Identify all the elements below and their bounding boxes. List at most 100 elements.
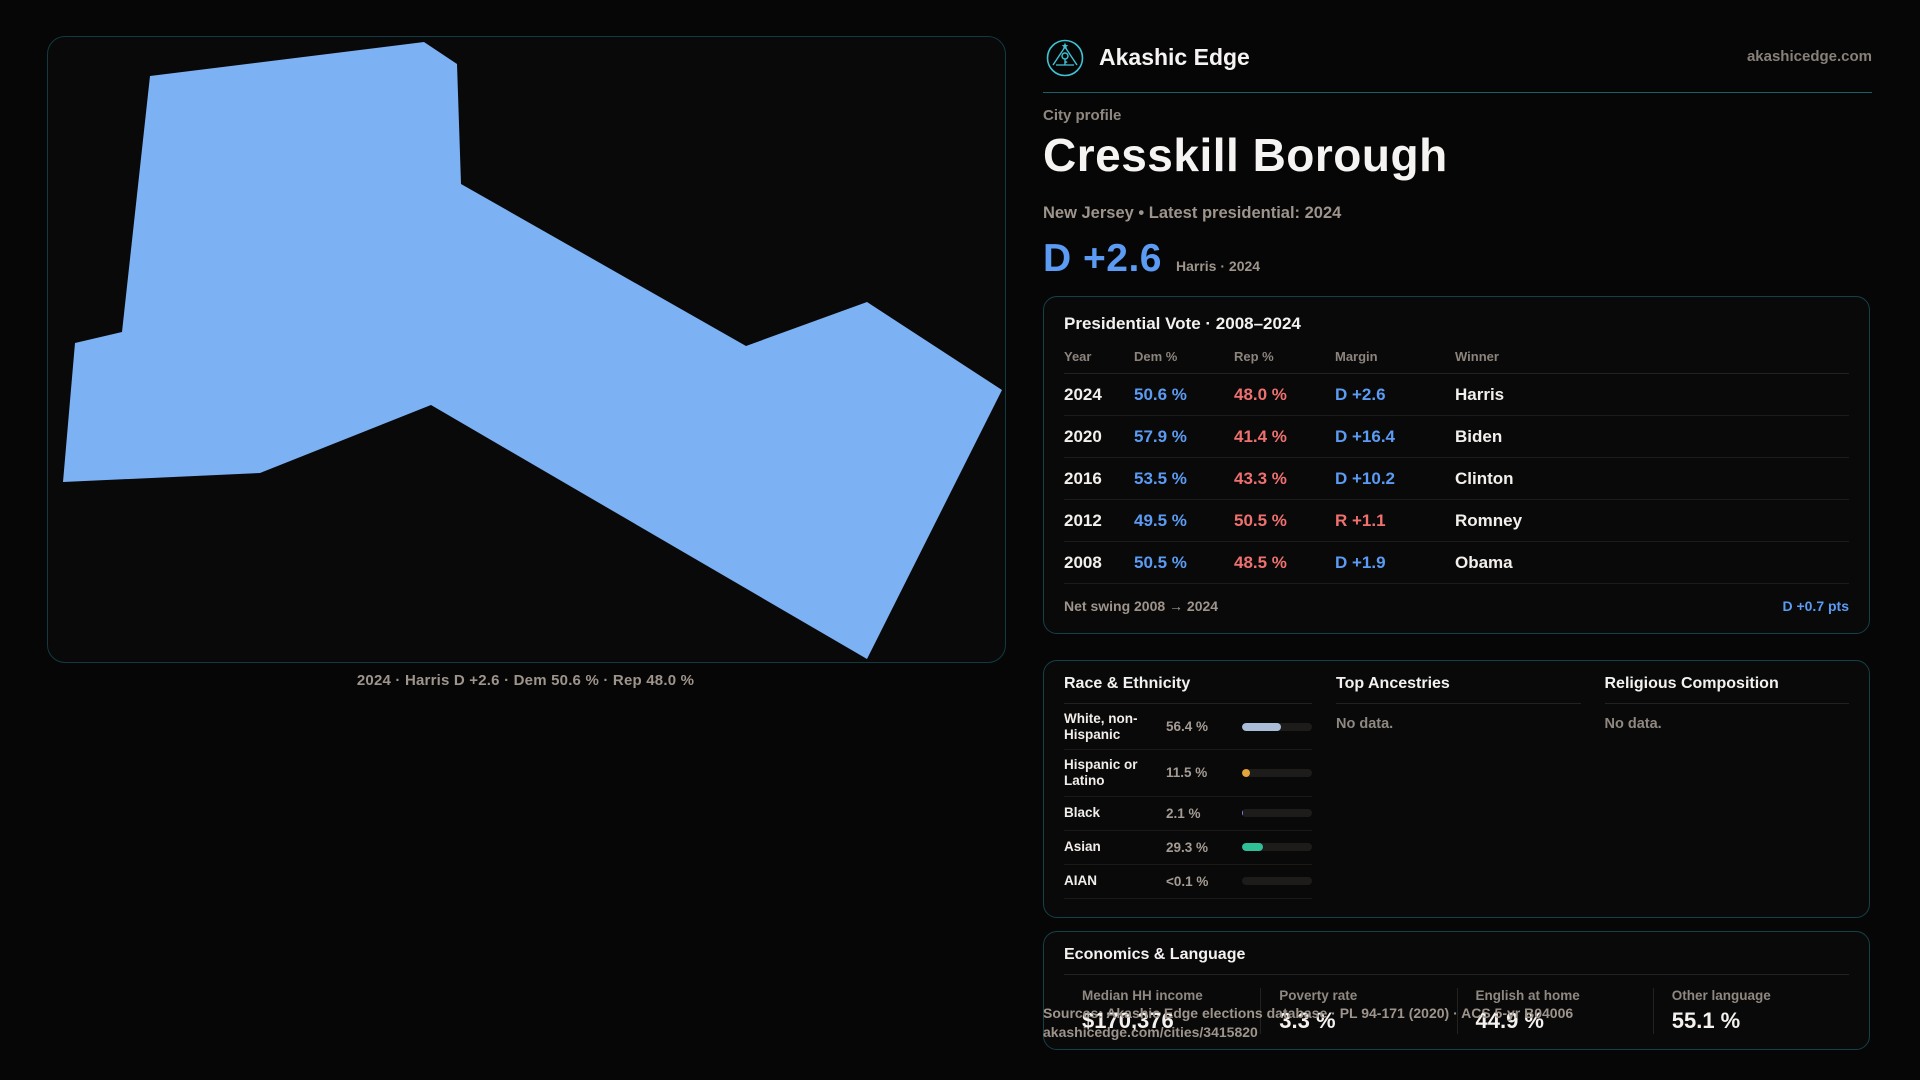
cell-winner: Clinton [1455, 468, 1514, 488]
col-margin: Margin [1335, 349, 1378, 364]
vote-table-header: Year Dem % Rep % Margin Winner [1064, 349, 1849, 374]
cell-winner: Obama [1455, 552, 1513, 572]
section-divider [1604, 703, 1849, 704]
col-winner: Winner [1455, 349, 1499, 364]
cell-dem-pct: 53.5 % [1134, 468, 1187, 488]
race-label: White, non-Hispanic [1064, 711, 1138, 742]
city-map-panel [47, 36, 1006, 663]
cell-rep-pct: 43.3 % [1234, 468, 1287, 488]
profile-column: Akashic Edge akashicedge.com City profil… [1043, 0, 1872, 1080]
religious-composition-section: Religious Composition No data. [1604, 675, 1849, 899]
race-row: Hispanic or Latino 11.5 % [1064, 750, 1312, 797]
stat-value: 44.9 % [1475, 1008, 1545, 1033]
cell-winner: Biden [1455, 426, 1503, 446]
vote-table-row: 2016 53.5 % 43.3 % D +10.2 Clinton [1064, 458, 1849, 500]
race-value: 29.3 % [1166, 839, 1209, 855]
race-bar-track [1242, 768, 1312, 777]
header-divider [1043, 92, 1872, 93]
city-boundary-map [63, 42, 1002, 659]
city-boundary-shape [63, 42, 1002, 659]
col-dem: Dem % [1134, 349, 1178, 364]
stat-value: 3.3 % [1279, 1008, 1336, 1033]
stat-value: $170,376 [1082, 1008, 1174, 1033]
map-caption: 2024 · Harris D +2.6 · Dem 50.6 % · Rep … [356, 672, 695, 689]
vote-table-body: 2024 50.6 % 48.0 % D +2.6 Harris 2020 57.9 % 41… [1064, 374, 1849, 584]
net-swing-value: D +0.7 pts [1782, 598, 1849, 614]
religious-composition-title: Religious Composition [1604, 675, 1779, 692]
economics-stat: English at home 44.9 % [1456, 988, 1653, 1034]
vote-table-row: 2020 57.9 % 41.4 % D +16.4 Biden [1064, 416, 1849, 458]
headline-margin-value: D +2.6 [1043, 237, 1162, 280]
net-swing-row: Net swing 2008 → 2024 D +0.7 pts [1064, 598, 1849, 614]
section-divider [1064, 974, 1849, 975]
cell-year: 2012 [1064, 510, 1102, 530]
race-ethnicity-title: Race & Ethnicity [1064, 675, 1191, 692]
demographics-card: Race & Ethnicity White, non-Hispanic 56.4… [1043, 660, 1870, 918]
presidential-vote-title: Presidential Vote · 2008–2024 [1064, 314, 1301, 333]
header: Akashic Edge akashicedge.com [1043, 30, 1872, 84]
stat-label: Median HH income [1082, 988, 1203, 1003]
race-value: 56.4 % [1166, 719, 1209, 735]
stat-label: Other language [1671, 988, 1771, 1003]
cell-winner: Harris [1455, 384, 1505, 404]
race-row: Black 2.1 % [1064, 797, 1312, 831]
brand-logo-icon [1046, 39, 1084, 77]
vote-table-row: 2008 50.5 % 48.5 % D +1.9 Obama [1064, 542, 1849, 584]
page-subtitle: New Jersey • Latest presidential: 2024 [1043, 204, 1342, 222]
cell-rep-pct: 48.5 % [1234, 552, 1287, 572]
ancestries-empty-state: No data. [1336, 716, 1394, 732]
economics-stat: Poverty rate 3.3 % [1260, 988, 1456, 1034]
race-bar-fill [1242, 768, 1251, 777]
race-bar-track [1242, 877, 1312, 886]
race-value: <0.1 % [1166, 873, 1209, 889]
cell-winner: Romney [1455, 510, 1523, 530]
race-ethnicity-section: Race & Ethnicity White, non-Hispanic 56.4… [1064, 675, 1312, 899]
permalink[interactable]: akashicedge.com/cities/3415820 [1043, 1024, 1258, 1040]
cell-margin: D +10.2 [1335, 468, 1396, 488]
race-ethnicity-list: White, non-Hispanic 56.4 % Hispanic or Lat… [1064, 704, 1312, 899]
cell-dem-pct: 49.5 % [1134, 510, 1187, 530]
cell-margin: D +1.9 [1335, 552, 1386, 572]
top-ancestries-section: Top Ancestries No data. [1336, 675, 1581, 899]
race-bar-track [1242, 809, 1312, 818]
race-bar-fill [1242, 809, 1244, 818]
race-label: Black [1064, 805, 1101, 821]
economics-stats: Median HH income $170,376 Poverty rate 3.3 … [1064, 988, 1849, 1034]
cell-year: 2008 [1064, 552, 1102, 572]
economics-title: Economics & Language [1064, 946, 1246, 963]
cell-margin: D +16.4 [1335, 426, 1396, 446]
race-bar-fill [1242, 843, 1263, 852]
section-divider [1064, 703, 1312, 704]
headline-margin-note: Harris · 2024 [1176, 258, 1261, 274]
brand-name: Akashic Edge [1099, 44, 1250, 70]
race-row: White, non-Hispanic 56.4 % [1064, 704, 1312, 751]
cell-dem-pct: 50.6 % [1134, 384, 1187, 404]
race-bar-track [1242, 722, 1312, 731]
race-row: AIAN <0.1 % [1064, 865, 1312, 899]
cell-year: 2016 [1064, 468, 1102, 488]
stat-label: Poverty rate [1279, 988, 1358, 1003]
race-row: Asian 29.3 % [1064, 831, 1312, 865]
economics-card: Economics & Language Median HH income $17… [1043, 931, 1870, 1050]
economics-stat: Median HH income $170,376 [1064, 988, 1260, 1034]
vote-table-row: 2012 49.5 % 50.5 % R +1.1 Romney [1064, 500, 1849, 542]
page-title: Cresskill Borough [1043, 129, 1448, 181]
race-value: 2.1 % [1166, 805, 1201, 821]
cell-year: 2020 [1064, 426, 1102, 446]
brand-domain-link[interactable]: akashicedge.com [1746, 48, 1872, 65]
col-year: Year [1064, 349, 1092, 364]
race-label: AIAN [1064, 873, 1097, 889]
race-label: Asian [1064, 839, 1101, 855]
cell-dem-pct: 57.9 % [1134, 426, 1187, 446]
cell-margin: R +1.1 [1335, 510, 1386, 530]
cell-rep-pct: 50.5 % [1234, 510, 1287, 530]
cell-dem-pct: 50.5 % [1134, 552, 1187, 572]
section-divider [1336, 703, 1581, 704]
kicker-label: City profile [1043, 107, 1122, 124]
religion-empty-state: No data. [1604, 716, 1662, 732]
race-bar-track [1242, 843, 1312, 852]
race-bar-fill [1242, 722, 1282, 731]
cell-year: 2024 [1064, 384, 1102, 404]
presidential-vote-card: Presidential Vote · 2008–2024 Year Dem %… [1043, 296, 1870, 634]
race-value: 11.5 % [1166, 765, 1208, 781]
